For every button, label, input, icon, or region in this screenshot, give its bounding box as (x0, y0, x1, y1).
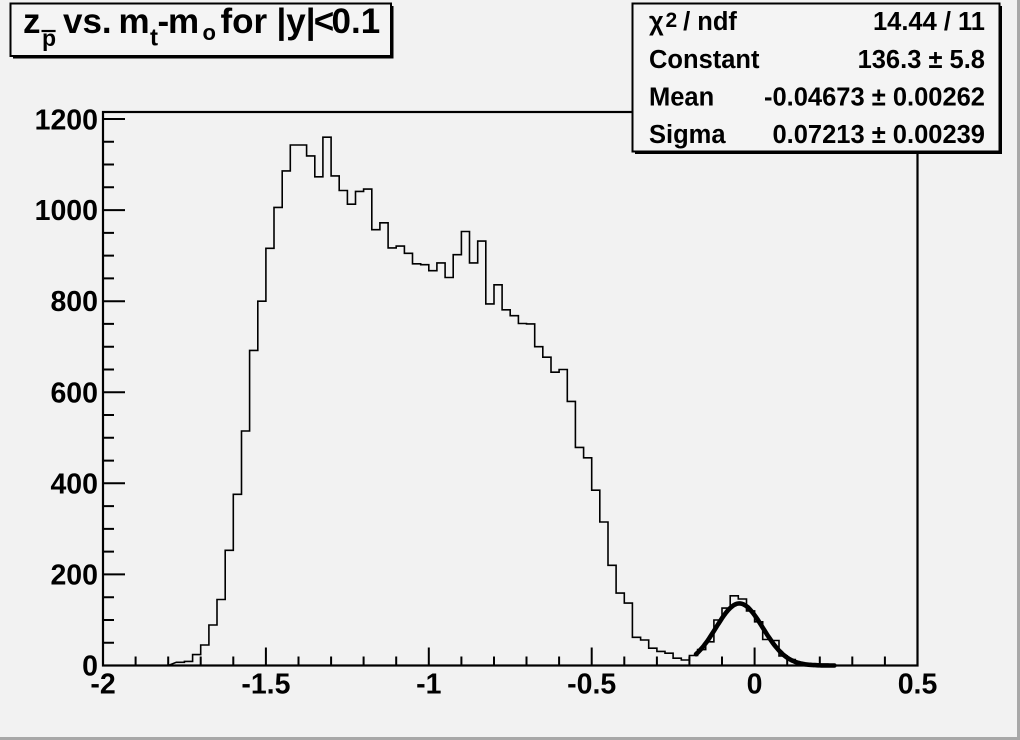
svg-text:t: t (150, 25, 158, 52)
svg-text:-1.5: -1.5 (241, 669, 290, 701)
svg-text:-2: -2 (90, 669, 115, 701)
svg-text:p: p (42, 25, 56, 51)
svg-text:800: 800 (50, 286, 98, 318)
svg-text:1200: 1200 (35, 105, 98, 137)
svg-text:136.3 ± 5.8: 136.3 ± 5.8 (858, 46, 985, 74)
svg-text:200: 200 (50, 560, 98, 592)
svg-text:0.5: 0.5 (898, 669, 938, 701)
svg-text:o: o (203, 20, 216, 45)
svg-text:/ ndf: / ndf (676, 8, 737, 36)
svg-text:0: 0 (82, 651, 98, 683)
svg-text:<: < (314, 2, 334, 41)
svg-text:-1: -1 (416, 669, 441, 701)
svg-text:-: - (158, 2, 170, 41)
svg-text:Mean: Mean (649, 84, 714, 112)
svg-text:0: 0 (747, 669, 763, 701)
svg-text:2: 2 (666, 9, 678, 32)
svg-text:0.1: 0.1 (332, 2, 381, 41)
svg-text:Sigma: Sigma (649, 121, 726, 149)
svg-text:vs.: vs. (63, 2, 112, 41)
svg-text:0.07213 ± 0.00239: 0.07213 ± 0.00239 (772, 121, 985, 149)
svg-text:m: m (119, 2, 150, 41)
svg-text:|y|: |y| (277, 2, 316, 41)
svg-text:-0.5: -0.5 (567, 669, 616, 701)
svg-text:-0.04673 ± 0.00262: -0.04673 ± 0.00262 (764, 84, 985, 112)
svg-text:400: 400 (50, 468, 98, 500)
svg-text:χ: χ (649, 8, 664, 36)
svg-text:600: 600 (50, 377, 98, 409)
svg-text:1000: 1000 (35, 195, 98, 227)
svg-text:for: for (221, 2, 268, 41)
svg-text:m: m (168, 2, 199, 41)
svg-text:z: z (23, 2, 41, 41)
svg-text:Constant: Constant (649, 46, 760, 74)
svg-text:14.44 / 11: 14.44 / 11 (873, 8, 985, 36)
